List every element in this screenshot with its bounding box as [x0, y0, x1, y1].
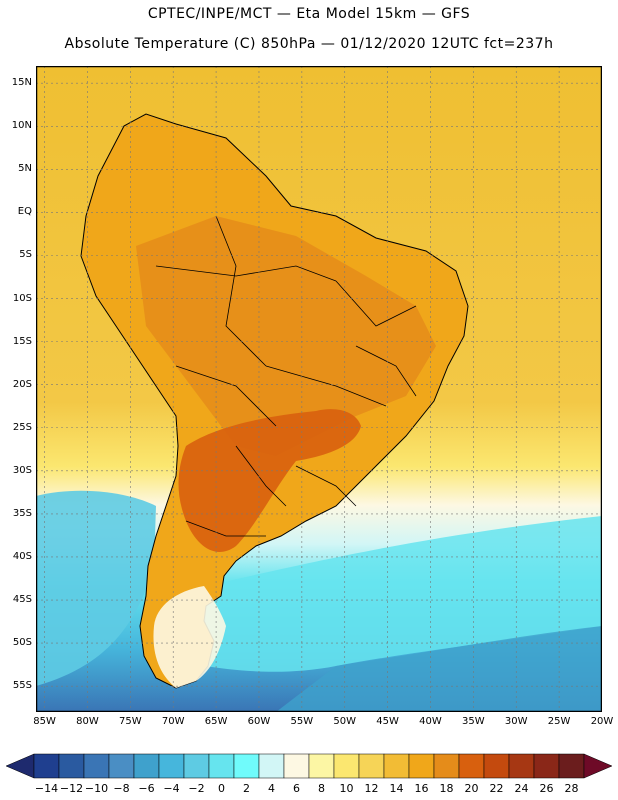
- colorbar-cell: [83, 753, 110, 779]
- colorbar-cell: [358, 753, 385, 779]
- colorbar-tick-label: −2: [188, 782, 205, 795]
- lat-label: 20S: [12, 378, 32, 390]
- border-lines: [155, 215, 417, 537]
- lon-label: 35W: [462, 716, 485, 727]
- lon-label: 45W: [376, 716, 399, 727]
- south-atlantic-cold-band: [206, 516, 602, 672]
- map-frame: [36, 66, 602, 712]
- lat-label: 55S: [12, 680, 32, 692]
- colorbar-tick-label: 16: [414, 782, 429, 795]
- colorbar-tick-label: −8: [113, 782, 130, 795]
- colorbar-cell: [133, 753, 160, 779]
- colorbar-cell: [258, 753, 285, 779]
- colorbar-cell: [533, 753, 560, 779]
- colorbar-tick-label: −6: [138, 782, 155, 795]
- colorbar-tick-label: 20: [464, 782, 479, 795]
- colorbar-cell: [308, 753, 335, 779]
- colorbar-cell: [283, 753, 310, 779]
- graticule: [36, 66, 602, 712]
- colorbar-cell: [158, 753, 185, 779]
- patagonia-cool-region: [153, 586, 226, 688]
- lon-label: 65W: [204, 716, 228, 727]
- colorbar-tick-label: 28: [564, 782, 579, 795]
- colorbar-cell: [208, 753, 235, 779]
- colorbar: [5, 753, 613, 779]
- colorbar-cell: [508, 753, 535, 779]
- colorbar-cell: [33, 753, 60, 779]
- lat-label: EQ: [17, 206, 32, 218]
- lon-label: 30W: [504, 716, 528, 727]
- colorbar-cell: [458, 753, 485, 779]
- colorbar-tick-label: 2: [243, 782, 250, 795]
- lon-label: 60W: [247, 716, 271, 727]
- lon-label: 20W: [590, 716, 614, 727]
- lon-label: 80W: [76, 716, 99, 727]
- colorbar-tick-label: 10: [339, 782, 354, 795]
- colorbar-tick-label: −4: [163, 782, 180, 795]
- colorbar-tick-label: 12: [364, 782, 379, 795]
- colorbar-cell: [233, 753, 260, 779]
- colorbar-high-arrow: [583, 753, 613, 779]
- colorbar-tick-label: 18: [439, 782, 454, 795]
- colorbar-tick-label: 4: [268, 782, 275, 795]
- lon-label: 75W: [119, 716, 142, 727]
- colorbar-tick-label: −14: [34, 782, 59, 795]
- colorbar-cell: [183, 753, 210, 779]
- lat-label: 10N: [11, 120, 32, 132]
- lat-label: 50S: [12, 637, 32, 649]
- map-title-line1: CPTEC/INPE/MCT — Eta Model 15km — GFS: [147, 6, 471, 22]
- colorbar-tick-label: −12: [59, 782, 84, 795]
- lat-label: 35S: [12, 507, 32, 519]
- lon-label: 25W: [547, 716, 571, 727]
- colorbar-tick-label: 0: [218, 782, 225, 795]
- map-title-line2: Absolute Temperature (C) 850hPa — 01/12/…: [64, 36, 554, 52]
- lat-label: 5N: [18, 163, 32, 175]
- lon-label: 55W: [290, 716, 314, 727]
- colorbar-cell: [483, 753, 510, 779]
- lat-label: 10S: [12, 292, 32, 304]
- lat-label: 30S: [12, 464, 32, 476]
- lat-label: 15S: [12, 335, 32, 347]
- colorbar-low-arrow: [5, 753, 35, 779]
- colorbar-cell: [333, 753, 360, 779]
- lat-label: 15N: [11, 77, 32, 89]
- lon-label: 50W: [333, 716, 357, 727]
- lon-label: 70W: [161, 716, 185, 727]
- colorbar-tick-label: 22: [489, 782, 504, 795]
- colorbar-tick-label: 8: [318, 782, 325, 795]
- colorbar-tick-label: 6: [293, 782, 300, 795]
- lat-label: 45S: [12, 594, 32, 606]
- pacific-cold-tongue: [36, 490, 156, 686]
- colorbar-cell: [108, 753, 135, 779]
- lon-label: 85W: [33, 716, 56, 727]
- colorbar-tick-label: −10: [84, 782, 109, 795]
- colorbar-tick-label: 24: [514, 782, 529, 795]
- colorbar-tick-label: 14: [389, 782, 404, 795]
- chaco-warm-core: [178, 409, 361, 552]
- colorbar-cell: [383, 753, 410, 779]
- lat-label: 5S: [19, 249, 32, 261]
- colorbar-cell: [433, 753, 460, 779]
- colorbar-cell: [58, 753, 85, 779]
- colorbar-cell: [408, 753, 435, 779]
- colorbar-tick-label: 26: [539, 782, 554, 795]
- south-atlantic-deep-cold: [276, 626, 602, 712]
- lat-label: 40S: [12, 550, 32, 562]
- colorbar-cell: [558, 753, 585, 779]
- lon-label: 40W: [419, 716, 442, 727]
- lat-label: 25S: [12, 421, 32, 433]
- temperature-map: [36, 66, 602, 712]
